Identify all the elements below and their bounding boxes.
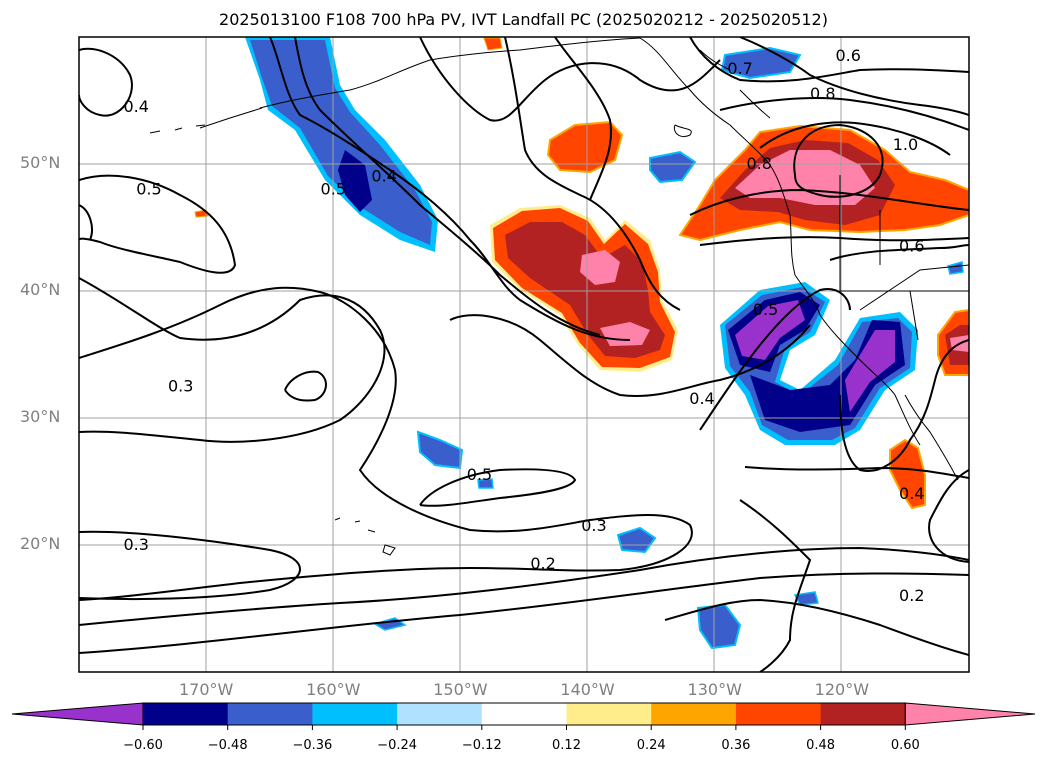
positive-anomaly-central-pacific xyxy=(490,205,678,372)
contour-label: 0.2 xyxy=(530,554,555,573)
map-title: 2025013100 F108 700 hPa PV, IVT Landfall… xyxy=(219,10,828,29)
colorbar-segment xyxy=(312,703,398,725)
filled-field-layer xyxy=(194,37,969,650)
contour-label: 1.0 xyxy=(893,135,918,154)
contour-label: 0.4 xyxy=(371,167,396,186)
colorbar-extend-high xyxy=(904,702,1036,726)
lon-label: 130°W xyxy=(687,680,742,699)
colorbar-segment xyxy=(651,703,737,725)
colorbar-segment xyxy=(735,703,822,725)
lat-label: 20°N xyxy=(20,534,61,553)
lon-label: 120°W xyxy=(814,680,870,699)
lat-label: 40°N xyxy=(20,280,61,299)
contour-label: 0.7 xyxy=(727,59,752,78)
contour-label: 0.4 xyxy=(123,97,148,116)
negative-anomaly-aleutian xyxy=(245,37,438,252)
colorbar-tick-label: −0.60 xyxy=(123,738,163,753)
colorbar-tick-label: 0.12 xyxy=(552,738,581,753)
contour-label: 0.8 xyxy=(810,84,835,103)
contour-label: 0.8 xyxy=(746,154,771,173)
colorbar-tick-label: 0.24 xyxy=(636,738,666,753)
lon-label: 150°W xyxy=(433,680,488,699)
lon-label: 160°W xyxy=(306,680,361,699)
colorbar-segment xyxy=(227,703,313,725)
coastlines xyxy=(149,37,969,556)
lat-label: 50°N xyxy=(20,153,61,172)
colorbar-segment xyxy=(820,703,906,725)
contour-label: 0.3 xyxy=(581,516,606,535)
contour-label: 0.4 xyxy=(899,484,924,503)
colorbar-segment xyxy=(143,703,229,725)
colorbar-tick-label: −0.36 xyxy=(292,738,333,753)
contour-label: 0.6 xyxy=(835,46,860,65)
colorbar xyxy=(11,702,1036,730)
colorbar-tick-label: 0.36 xyxy=(721,738,751,753)
colorbar-tick-label: −0.48 xyxy=(207,738,248,753)
colorbar-extend-low xyxy=(11,702,144,726)
negative-anomaly-california xyxy=(720,282,918,445)
contour-label: 0.4 xyxy=(689,389,714,408)
colorbar-segment xyxy=(397,703,483,725)
colorbar-segment xyxy=(481,703,567,725)
contour-label: 0.5 xyxy=(753,300,778,319)
lon-label: 170°W xyxy=(178,680,234,699)
colorbar-tick-label: −0.24 xyxy=(377,738,418,753)
contour-label: 0.5 xyxy=(321,179,346,198)
contour-label: 0.6 xyxy=(899,237,924,256)
contour-label: 0.3 xyxy=(123,535,148,554)
colorbar-segment xyxy=(566,703,652,725)
contour-label-layer: 0.40.5 0.50.40.30.30.50.30.20.40.50.70.60… xyxy=(123,46,924,605)
plot-frame xyxy=(78,36,970,673)
negative-anomaly-small xyxy=(373,46,964,650)
contour-label: 0.3 xyxy=(168,376,193,395)
colorbar-frame xyxy=(142,702,906,726)
colorbar-tick-label: −0.12 xyxy=(461,738,502,753)
colorbar-tick-label: 0.60 xyxy=(890,738,920,753)
graticule xyxy=(79,37,969,672)
pv-contours xyxy=(79,37,969,672)
lat-label: 30°N xyxy=(20,407,61,426)
contour-label: 0.2 xyxy=(899,586,924,605)
lon-label: 140°W xyxy=(560,680,615,699)
colorbar-tick-label: 0.48 xyxy=(806,738,836,753)
contour-label: 0.5 xyxy=(136,179,161,198)
contour-label: 0.5 xyxy=(467,465,492,484)
